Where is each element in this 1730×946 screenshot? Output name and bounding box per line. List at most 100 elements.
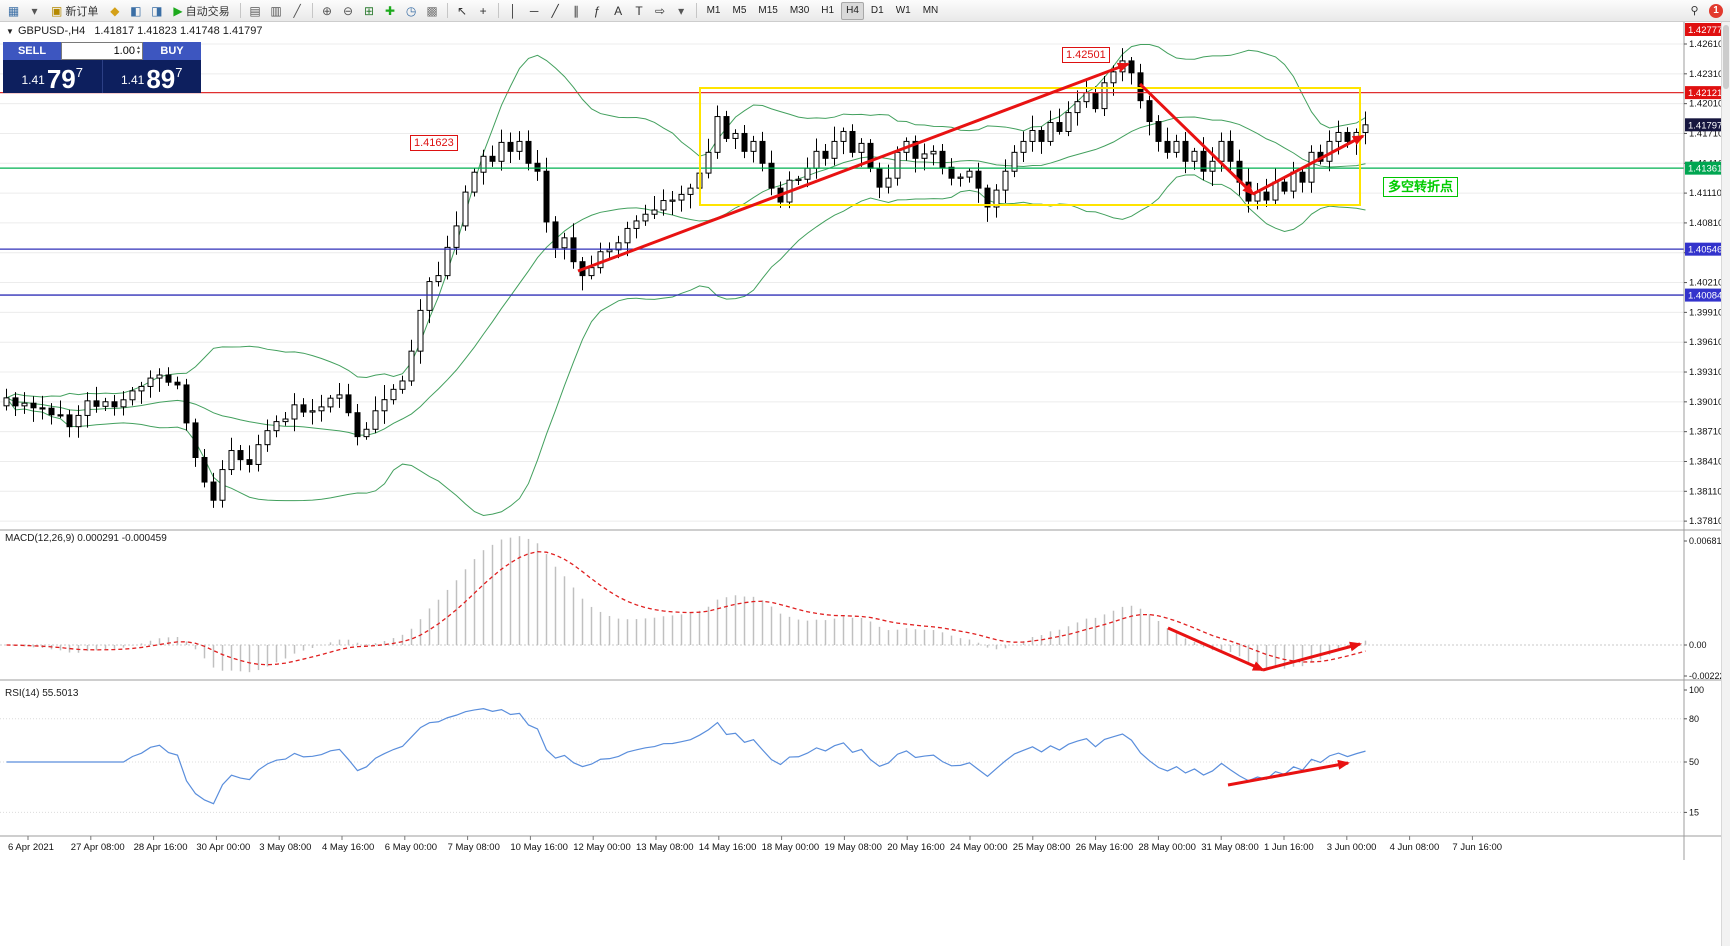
trend-arrow-5[interactable] — [1262, 641, 1362, 672]
svg-text:1.39310: 1.39310 — [1689, 367, 1723, 378]
timeframe-w1[interactable]: W1 — [895, 5, 911, 16]
price-box-1.40546: 1.40546 — [1685, 242, 1722, 256]
price-annotation-142501[interactable]: 1.42501 — [1062, 47, 1110, 63]
timeframe-m1[interactable]: M1 — [706, 5, 721, 16]
stepper-up-icon[interactable]: ▴ — [136, 45, 140, 51]
svg-text:20 May 16:00: 20 May 16:00 — [887, 842, 945, 853]
candlestick-chart-icon[interactable]: ▥ — [267, 2, 286, 20]
svg-text:1.37810: 1.37810 — [1689, 516, 1723, 527]
trend-arrow-1[interactable] — [577, 62, 1130, 273]
arrows-icon[interactable]: ⇨ — [651, 2, 670, 20]
candlesticks — [3, 48, 1369, 508]
timeframe-mn[interactable]: MN — [922, 5, 939, 16]
text-icon[interactable]: A — [609, 2, 628, 20]
trend-arrow-3[interactable] — [1252, 134, 1365, 196]
channel-icon: ∥ — [573, 3, 580, 18]
cursor-icon[interactable]: ↖ — [453, 2, 472, 20]
indicators-icon[interactable]: ✚ — [381, 2, 400, 20]
indicators-icon: ✚ — [385, 3, 396, 18]
bar-chart-icon[interactable]: ▤ — [246, 2, 265, 20]
sell-price[interactable]: 1.41 79 7 — [3, 60, 103, 93]
fibonacci-icon[interactable]: ƒ — [588, 2, 607, 20]
trend-arrow-2[interactable] — [1138, 82, 1255, 196]
svg-text:7 May 08:00: 7 May 08:00 — [448, 842, 500, 853]
timeframe-m30[interactable]: M30 — [789, 5, 810, 16]
svg-text:28 Apr 16:00: 28 Apr 16:00 — [134, 842, 188, 853]
trendline-icon: ╱ — [551, 3, 559, 18]
label-icon: T — [635, 3, 643, 18]
note-annotation[interactable]: 多空转折点 — [1383, 177, 1459, 197]
svg-text:1.38710: 1.38710 — [1689, 427, 1723, 438]
toolbar: ▦ ▾ ▣ 新订单 ◆ ◧ ◨ ▶ 自动交易 ▤ ▥ ╱ ⊕ ⊖ ⊞ ✚ ◷ ▩ ↖ + │ ─ ╱ ∥ ƒ A T ⇨ ▾ M1 M5 M1… — [0, 0, 1730, 22]
horizontal-line-icon[interactable]: ─ — [525, 2, 544, 20]
stepper-down-icon[interactable]: ▾ — [136, 50, 140, 56]
svg-text:1.42121: 1.42121 — [1688, 88, 1722, 99]
svg-text:1.40810: 1.40810 — [1689, 218, 1723, 229]
new-order-button[interactable]: ▣ 新订单 — [46, 2, 103, 20]
buy-button[interactable]: BUY — [143, 42, 201, 60]
data-window-icon[interactable]: ◨ — [147, 2, 166, 20]
vertical-scrollbar[interactable] — [1721, 22, 1730, 946]
price-annotation-141623[interactable]: 1.41623 — [410, 135, 458, 151]
svg-text:1.41710: 1.41710 — [1689, 128, 1723, 139]
svg-text:15: 15 — [1689, 807, 1699, 817]
timeframe-h1[interactable]: H1 — [821, 5, 835, 16]
arrows-caret-icon: ▾ — [678, 3, 685, 18]
line-chart-icon[interactable]: ╱ — [288, 2, 307, 20]
one-click-trading-panel: SELL 1.00 ▴ ▾ BUY 1.41 79 7 1.41 89 7 — [3, 42, 201, 93]
svg-text:19 May 08:00: 19 May 08:00 — [824, 842, 882, 853]
svg-text:30 Apr 00:00: 30 Apr 00:00 — [196, 842, 250, 853]
chart-window-caret-icon[interactable]: ▾ — [25, 2, 44, 20]
yellow-rectangle[interactable] — [699, 87, 1361, 206]
timeframe-m5[interactable]: M5 — [732, 5, 747, 16]
time-scale[interactable]: 6 Apr 2021 27 Apr 08:00 28 Apr 16:00 30 Apr… — [8, 836, 1502, 853]
svg-text:6 May 00:00: 6 May 00:00 — [385, 842, 437, 853]
chart-window-icon[interactable]: ▦ — [4, 2, 23, 20]
chart-title: GBPUSD-,H4 1.41817 1.41823 1.41748 1.417… — [18, 25, 263, 37]
lot-size-input[interactable]: 1.00 ▴ ▾ — [61, 42, 143, 60]
notification-badge[interactable]: 1 — [1709, 3, 1723, 18]
svg-text:1.42310: 1.42310 — [1689, 69, 1723, 80]
price-box-1.41361: 1.41361 — [1685, 161, 1722, 175]
price-box-1.41797: 1.41797 — [1685, 118, 1722, 132]
sell-button[interactable]: SELL — [3, 42, 61, 60]
period-icon[interactable]: ◷ — [402, 2, 421, 20]
bollinger-middle-band — [6, 116, 1366, 436]
buy-price[interactable]: 1.41 89 7 — [103, 60, 202, 93]
arrows-caret-icon[interactable]: ▾ — [672, 2, 691, 20]
crosshair-icon[interactable]: + — [474, 2, 493, 20]
svg-text:14 May 16:00: 14 May 16:00 — [699, 842, 757, 853]
templates-icon: ▩ — [426, 3, 438, 18]
chart-context-icon[interactable]: ▼ — [6, 27, 14, 36]
autotrade-button[interactable]: ▶ 自动交易 — [168, 2, 234, 20]
lot-stepper[interactable]: ▴ ▾ — [136, 45, 140, 56]
svg-text:25 May 08:00: 25 May 08:00 — [1013, 842, 1071, 853]
search-icon[interactable]: ⚲ — [1690, 5, 1699, 17]
svg-text:100: 100 — [1689, 685, 1704, 695]
templates-icon[interactable]: ▩ — [423, 2, 442, 20]
timeframe-d1[interactable]: D1 — [870, 5, 884, 16]
rsi-label: RSI(14) 55.5013 — [5, 688, 79, 699]
tile-windows-icon[interactable]: ⊞ — [360, 2, 379, 20]
market-watch-icon[interactable]: ◧ — [126, 2, 145, 20]
label-icon[interactable]: T — [630, 2, 649, 20]
svg-text:12 May 00:00: 12 May 00:00 — [573, 842, 631, 853]
toolbar-separator — [695, 3, 697, 18]
trend-arrow-6[interactable] — [1227, 759, 1350, 787]
zoom-out-icon[interactable]: ⊖ — [339, 2, 358, 20]
bollinger-lower-band — [6, 174, 1366, 516]
trend-arrow-4[interactable] — [1167, 626, 1265, 672]
channel-icon[interactable]: ∥ — [567, 2, 586, 20]
svg-text:27 Apr 08:00: 27 Apr 08:00 — [71, 842, 125, 853]
strategy-icon[interactable]: ◆ — [105, 2, 124, 20]
timeframe-h4[interactable]: H4 — [841, 1, 864, 20]
vertical-line-icon[interactable]: │ — [504, 2, 523, 20]
scrollbar-thumb[interactable] — [1723, 25, 1729, 89]
trendline-icon[interactable]: ╱ — [546, 2, 565, 20]
zoom-in-icon[interactable]: ⊕ — [318, 2, 337, 20]
macd-histogram — [14, 536, 1367, 673]
timeframe-m15[interactable]: M15 — [758, 5, 778, 16]
ohlc-values: 1.41817 1.41823 1.41748 1.41797 — [94, 25, 263, 37]
svg-text:0.006811: 0.006811 — [1689, 536, 1726, 546]
